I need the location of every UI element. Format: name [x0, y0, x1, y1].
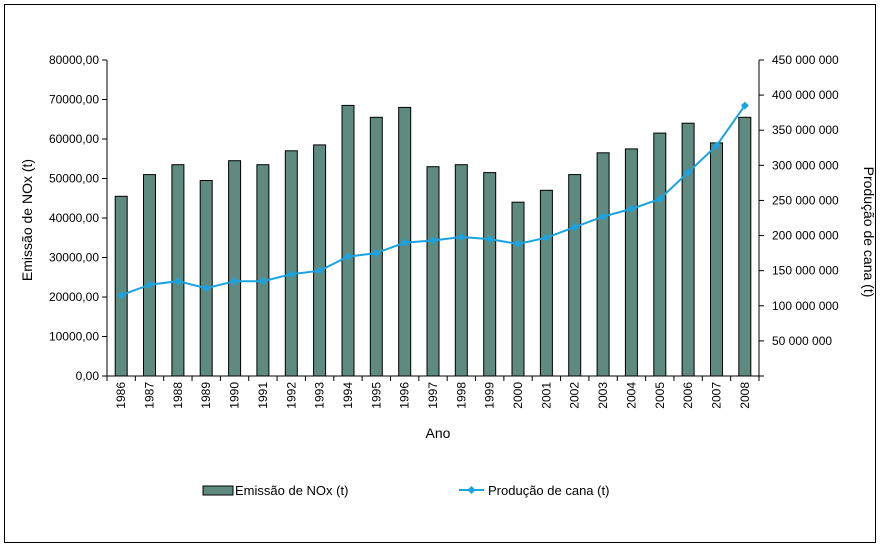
bar-1995: [369, 116, 383, 377]
bar-2004: [624, 148, 638, 377]
x-tick-label-1999: 1999: [483, 382, 497, 409]
x-tick-label-1996: 1996: [398, 382, 412, 409]
line-series-cana: [117, 101, 749, 300]
bar-1999: [483, 172, 497, 377]
y-tick-label-left: 40000,00: [49, 211, 99, 225]
x-tick-label-1988: 1988: [171, 382, 185, 409]
legend-swatch-bar: [202, 485, 234, 496]
line-point-1986: [117, 291, 126, 300]
x-tick-label-2001: 2001: [539, 382, 553, 409]
line-point-2006: [684, 168, 693, 177]
legend-label-line: Produção de cana (t): [488, 483, 609, 498]
y-tick-label-right: 100 000 000: [772, 299, 839, 313]
x-tick-label-1987: 1987: [143, 382, 157, 409]
x-tick-label-2005: 2005: [653, 382, 667, 409]
axes: 0,00 10000,00 20000,00 30000,00 40000,00 5000…: [49, 53, 839, 409]
line-point-1988: [173, 277, 182, 286]
y-tick-label-right: 300 000 000: [772, 158, 839, 172]
y-tick-label-right: 350 000 000: [772, 123, 839, 137]
line-point-1994: [343, 252, 352, 261]
y-tick-label-right: 50 000 000: [772, 334, 832, 348]
y-tick-label-right: 200 000 000: [772, 229, 839, 243]
y-tick-label-left: 30000,00: [49, 251, 99, 265]
bar-2007: [710, 142, 723, 377]
x-tick-label-2008: 2008: [738, 382, 752, 409]
y-tick-label-right: 400 000 000: [772, 88, 839, 102]
x-tick-label-1993: 1993: [313, 382, 327, 409]
x-tick-label-1986: 1986: [114, 382, 128, 409]
bar-1986: [114, 195, 128, 377]
y-tick-label-left: 10000,00: [49, 330, 99, 344]
x-tick-label-1995: 1995: [369, 382, 383, 409]
bar-2001: [539, 189, 553, 377]
bar-1998: [454, 164, 468, 377]
line-point-1989: [202, 284, 211, 293]
line-point-1990: [230, 277, 239, 286]
bar-2002: [568, 174, 582, 377]
y-axis-label-left: Emissão de NOx (t): [19, 159, 35, 281]
bar-1993: [313, 144, 327, 377]
y-tick-label-left: 20000,00: [49, 290, 99, 304]
x-tick-label-1991: 1991: [256, 382, 270, 409]
x-tick-label-1997: 1997: [426, 382, 440, 409]
x-tick-label-2004: 2004: [624, 382, 638, 409]
line-point-1987: [145, 280, 154, 289]
bar-1997: [426, 166, 440, 377]
bar-2000: [511, 201, 525, 377]
line-point-1998: [457, 232, 466, 241]
x-tick-label-1998: 1998: [454, 382, 468, 409]
line-point-2000: [514, 239, 523, 248]
x-tick-label-1994: 1994: [341, 382, 355, 409]
y-axis-label-right: Produção de cana (t): [861, 167, 877, 298]
x-tick-label-1990: 1990: [228, 382, 242, 409]
bar-2008: [738, 116, 752, 377]
bar-1992: [284, 150, 298, 377]
line-point-1991: [258, 277, 267, 286]
line-point-1999: [485, 235, 494, 244]
bar-1989: [199, 180, 213, 377]
x-tick-label-1989: 1989: [199, 382, 213, 409]
line-point-2001: [542, 233, 551, 242]
line-point-1992: [287, 270, 296, 279]
line-point-2002: [570, 223, 579, 232]
bar-1987: [143, 174, 156, 377]
y-tick-label-left: 50000,00: [49, 172, 99, 186]
bar-2003: [596, 152, 610, 377]
bar-1988: [171, 164, 185, 377]
x-tick-label-2002: 2002: [568, 382, 582, 409]
line-point-1996: [400, 238, 409, 247]
x-tick-label-2003: 2003: [596, 382, 610, 409]
bar-1990: [228, 160, 242, 377]
y-tick-label-left: 70000,00: [49, 93, 99, 107]
bar-series-nox: [114, 104, 752, 377]
y-tick-label-left: 60000,00: [49, 132, 99, 146]
legend: Emissão de NOx (t) Produção de cana (t): [202, 483, 609, 498]
line-point-2003: [599, 212, 608, 221]
line-point-2008: [740, 101, 749, 110]
bar-1991: [256, 164, 270, 377]
x-axis-label: Ano: [426, 425, 451, 441]
legend-marker-diamond: [467, 486, 476, 494]
x-tick-label-2007: 2007: [710, 382, 724, 409]
y-tick-label-right: 250 000 000: [772, 193, 839, 207]
legend-label-bar: Emissão de NOx (t): [235, 483, 348, 498]
y-tick-label-right: 150 000 000: [772, 264, 839, 278]
line-point-1993: [315, 266, 324, 275]
line-point-2007: [712, 141, 721, 150]
y-tick-label-left: 80000,00: [49, 53, 99, 67]
bar-1994: [341, 104, 355, 377]
x-tick-label-1992: 1992: [284, 382, 298, 409]
bar-2006: [681, 122, 695, 377]
line-point-2004: [627, 204, 636, 213]
line-point-1995: [372, 249, 381, 258]
bar-2005: [653, 132, 667, 377]
y-tick-label-left: 0,00: [76, 369, 100, 383]
x-tick-label-2000: 2000: [511, 382, 525, 409]
y-tick-label-right: 450 000 000: [772, 53, 839, 67]
x-tick-label-2006: 2006: [681, 382, 695, 409]
line-point-2005: [655, 195, 664, 204]
line-point-1997: [429, 236, 437, 245]
